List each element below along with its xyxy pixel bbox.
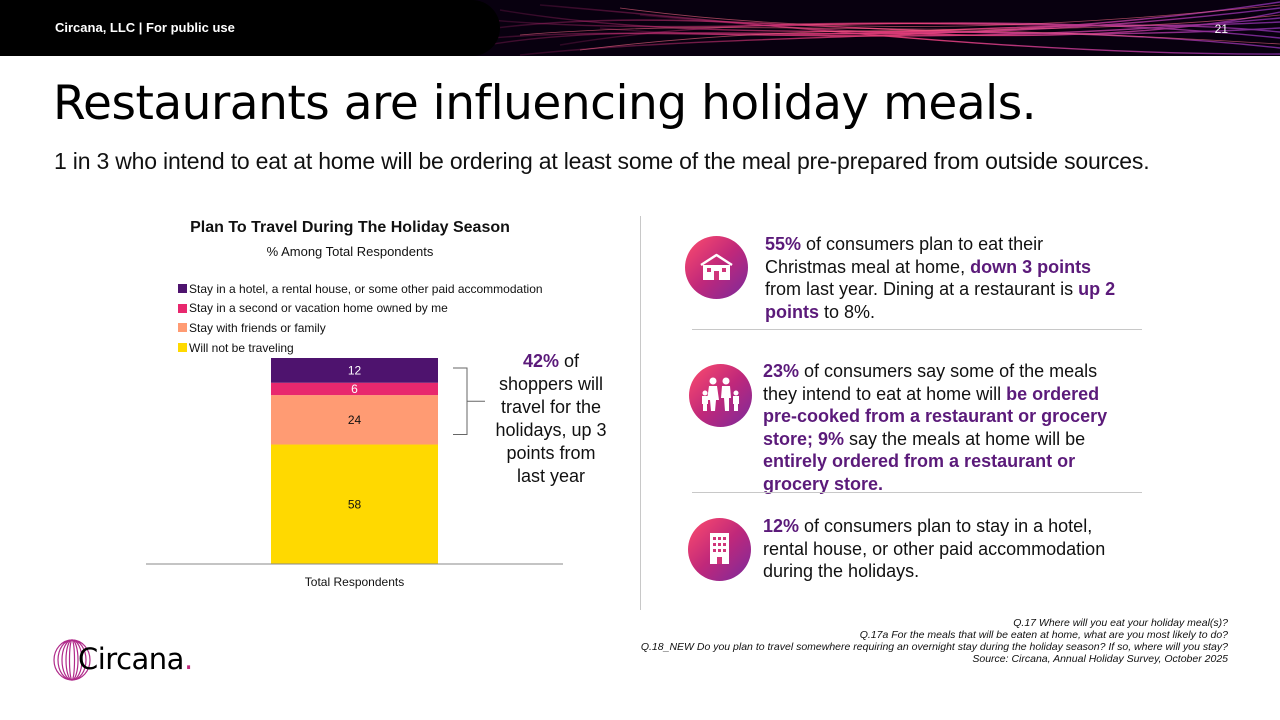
chart-legend: Stay in a hotel, a rental house, or some… xyxy=(178,279,543,357)
legend-item: Stay in a second or vacation home owned … xyxy=(178,299,543,319)
bar-segment xyxy=(271,395,438,445)
bar-data-label: 24 xyxy=(348,413,362,427)
page-title: Restaurants are influencing holiday meal… xyxy=(53,76,1037,131)
legend-label: Stay in a hotel, a rental house, or some… xyxy=(189,281,543,296)
legend-swatch xyxy=(178,343,187,353)
fact-text-part: of consumers plan to stay in a hotel, re… xyxy=(763,516,1106,581)
legend-swatch xyxy=(178,323,187,333)
bar-data-label: 6 xyxy=(351,382,358,396)
fact-text-part: from last year. Dining at a restaurant i… xyxy=(765,279,1079,299)
logo-dot: . xyxy=(183,642,193,676)
footnote-source: Source: Circana, Annual Holiday Survey, … xyxy=(972,653,1228,665)
chart-subtitle: % Among Total Respondents xyxy=(266,244,434,259)
header-pill xyxy=(0,0,500,56)
header-bar: Circana, LLC | For public use 21 xyxy=(0,0,1280,56)
family-icon xyxy=(689,364,752,427)
footnote-q18: Q.18_NEW Do you plan to travel somewhere… xyxy=(640,641,1228,653)
callout-text: of shoppers will travel for the holidays… xyxy=(495,351,607,486)
travel-callout: 42% of shoppers will travel for the holi… xyxy=(490,350,612,488)
bar-segment xyxy=(271,444,438,564)
circana-logo-mark xyxy=(53,639,91,681)
legend-label: Will not be traveling xyxy=(189,340,294,355)
house-icon xyxy=(685,236,748,299)
footnote-q17: Q.17 Where will you eat your holiday mea… xyxy=(1013,617,1228,629)
fact-divider-1 xyxy=(692,329,1142,330)
legend-label: Stay with friends or family xyxy=(189,320,326,335)
x-tick-label: Total Respondents xyxy=(305,575,404,589)
fact-text-part: be ordered pre-cooked from a restaurant … xyxy=(763,383,1108,449)
footnote-q17a: Q.17a For the meals that will be eaten a… xyxy=(859,629,1228,641)
bar-data-label: 12 xyxy=(348,363,362,377)
bar-data-label: 58 xyxy=(348,497,362,511)
bar-segment xyxy=(271,382,438,396)
legend-item: Stay in a hotel, a rental house, or some… xyxy=(178,279,543,299)
fact-text-part: down 3 points xyxy=(970,256,1092,277)
fact-text-part: of consumers say some of the meals they … xyxy=(763,361,1098,404)
fact-text-part: 23% xyxy=(763,361,800,381)
bar-segment xyxy=(271,358,438,383)
fact-text-part: of consumers plan to eat their Christmas… xyxy=(765,234,1044,277)
callout-highlight: 42% xyxy=(522,351,559,371)
hotel-icon xyxy=(688,518,751,581)
fact-eat-at-home: 55% of consumers plan to eat their Chris… xyxy=(765,233,1125,323)
page-subtitle: 1 in 3 who intend to eat at home will be… xyxy=(54,148,1150,174)
legend-swatch xyxy=(178,284,187,294)
org-label: Circana, LLC | For public use xyxy=(55,20,235,35)
legend-label: Stay in a second or vacation home owned … xyxy=(189,301,448,316)
logo-wordmark: Circana xyxy=(78,642,184,676)
chart-title: Plan To Travel During The Holiday Season xyxy=(190,219,510,236)
legend-item: Stay with friends or family xyxy=(178,318,543,338)
fact-text-part: 55% xyxy=(765,234,802,254)
fact-text-part: 12% xyxy=(763,516,800,536)
legend-swatch xyxy=(178,303,187,313)
vertical-divider xyxy=(640,216,641,610)
page-number: 21 xyxy=(1214,22,1228,36)
fact-text-part: entirely ordered from a restaurant or gr… xyxy=(763,451,1076,494)
fact-text-part: say the meals at home will be xyxy=(844,428,1086,449)
callout-bracket xyxy=(453,367,485,436)
footnotes: Q.17 Where will you eat your holiday mea… xyxy=(641,617,1228,665)
fact-divider-2 xyxy=(692,492,1142,493)
circana-logo-text: Circana. xyxy=(78,642,193,676)
fact-text-part: up 2 points xyxy=(765,279,1116,322)
fact-hotel-stay: 12% of consumers plan to stay in a hotel… xyxy=(763,515,1133,583)
stacked-bar-chart: 58 24 6 12 Total Respondents xyxy=(146,358,563,589)
fact-pre-cooked: 23% of consumers say some of the meals t… xyxy=(763,360,1133,495)
legend-item: Will not be traveling xyxy=(178,338,543,358)
fact-text-part: to 8%. xyxy=(819,301,876,322)
